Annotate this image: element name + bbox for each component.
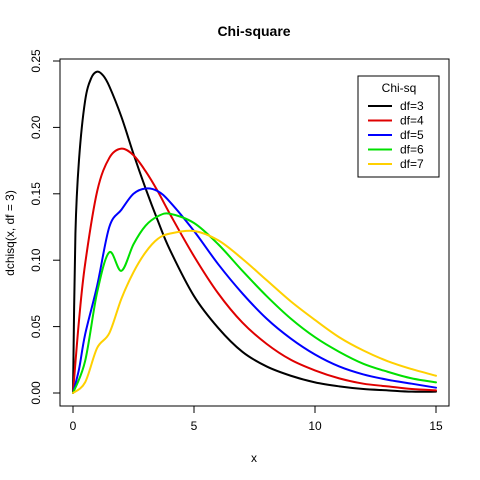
x-tick-label: 10 xyxy=(308,419,322,433)
legend-label: df=3 xyxy=(400,99,424,113)
y-tick-label: 0.00 xyxy=(29,381,43,405)
legend-label: df=5 xyxy=(400,128,424,142)
chart-title: Chi-square xyxy=(217,23,290,39)
x-axis-label: x xyxy=(251,451,257,465)
series-line-df-5 xyxy=(72,187,437,394)
y-tick-label: 0.15 xyxy=(29,182,43,206)
x-tick-label: 15 xyxy=(429,419,443,433)
series-line-df-6 xyxy=(72,212,437,394)
legend-box xyxy=(357,75,440,178)
x-tick-label: 5 xyxy=(191,419,198,433)
legend-label: df=7 xyxy=(400,157,424,171)
series-line-df-7 xyxy=(72,229,437,394)
series-group xyxy=(72,70,437,394)
y-tick-label: 0.20 xyxy=(29,115,43,139)
y-axis: 0.00 0.05 0.10 0.15 0.20 0.25 xyxy=(29,49,60,405)
x-tick-label: 0 xyxy=(70,419,77,433)
series-line-df-4 xyxy=(72,147,437,394)
x-axis: 0 5 10 15 xyxy=(70,406,443,433)
series-line-df-3 xyxy=(72,70,437,394)
legend-items: df=3df=4df=5df=6df=7 xyxy=(368,99,424,171)
legend: Chi-sq df=3df=4df=5df=6df=7 xyxy=(357,75,440,178)
y-tick-label: 0.25 xyxy=(29,49,43,73)
legend-label: df=6 xyxy=(400,143,424,157)
legend-title: Chi-sq xyxy=(382,81,417,95)
legend-label: df=4 xyxy=(400,114,424,128)
y-tick-label: 0.05 xyxy=(29,315,43,339)
y-tick-label: 0.10 xyxy=(29,248,43,272)
plot-frame xyxy=(59,58,450,407)
y-axis-label: dchisq(x, df = 3) xyxy=(3,190,17,276)
